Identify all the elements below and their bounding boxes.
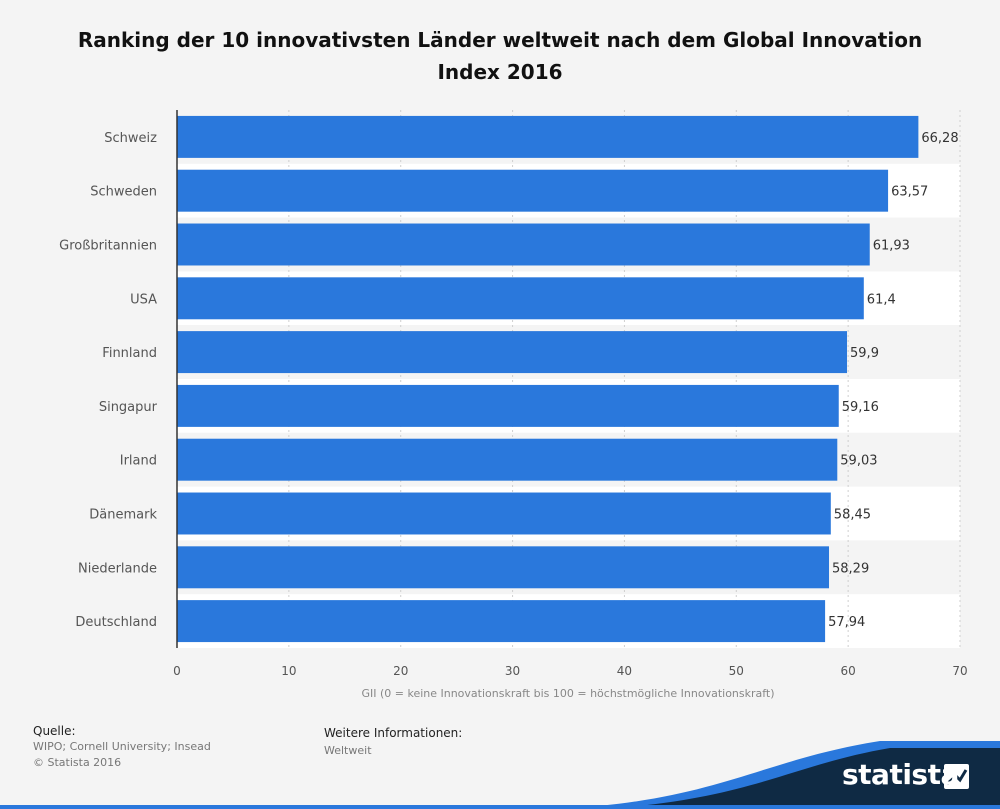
bar <box>177 438 838 481</box>
bar <box>177 492 831 535</box>
source-text: WIPO; Cornell University; Insead <box>33 740 211 753</box>
bar <box>177 600 826 643</box>
category-label: Schweden <box>90 185 157 200</box>
category-label: Deutschland <box>75 615 157 630</box>
value-label: 66,28 <box>921 131 958 146</box>
bar <box>177 223 870 266</box>
category-label: Schweiz <box>104 131 157 146</box>
value-label: 58,45 <box>834 508 871 523</box>
x-tick-label: 30 <box>505 664 520 678</box>
value-label: 57,94 <box>828 615 865 630</box>
category-label: Irland <box>120 454 157 469</box>
value-label: 61,93 <box>873 239 910 254</box>
bar <box>177 384 839 427</box>
category-labels: Schweiz Schweden Großbritannien USA Finnland… <box>59 131 158 630</box>
bar <box>177 277 864 320</box>
info-heading: Weitere Informationen: <box>324 726 463 740</box>
bottom-accent-line <box>0 805 1000 809</box>
x-axis-title: GII (0 = keine Innovationskraft bis 100 … <box>361 687 774 700</box>
x-tick-label: 40 <box>617 664 632 678</box>
bar <box>177 169 889 212</box>
value-label: 59,03 <box>840 454 877 469</box>
x-tick-labels: 0 10 20 30 40 50 60 70 <box>173 664 967 678</box>
category-label: Dänemark <box>89 508 157 523</box>
category-label: Großbritannien <box>59 239 157 254</box>
x-tick-label: 50 <box>729 664 744 678</box>
bar <box>177 115 919 158</box>
x-tick-label: 60 <box>841 664 856 678</box>
bar <box>177 546 830 589</box>
value-labels: 66,28 63,57 61,93 61,4 59,9 59,16 59,03 58,45 58… <box>828 131 959 630</box>
bars <box>177 115 919 643</box>
value-label: 58,29 <box>832 561 869 576</box>
info-text: Weltweit <box>324 744 372 757</box>
logo-wave-dark <box>600 748 1000 809</box>
bar <box>177 331 848 374</box>
x-tick-label: 20 <box>393 664 408 678</box>
category-label: Singapur <box>99 400 158 415</box>
statista-logo-icon <box>944 764 969 789</box>
x-tick-label: 70 <box>952 664 967 678</box>
value-label: 59,16 <box>842 400 879 415</box>
value-label: 59,9 <box>850 346 879 361</box>
source-heading: Quelle: <box>33 724 76 738</box>
category-label: Finnland <box>102 346 157 361</box>
x-tick-label: 10 <box>281 664 296 678</box>
chart-title: Ranking der 10 innovativsten Länder welt… <box>77 28 923 84</box>
value-label: 63,57 <box>891 185 928 200</box>
x-tick-label: 0 <box>173 664 181 678</box>
statista-logo-text: statista <box>842 758 959 791</box>
category-label: USA <box>130 292 157 307</box>
category-label: Niederlande <box>78 561 157 576</box>
copyright-text: © Statista 2016 <box>33 756 122 769</box>
value-label: 61,4 <box>867 292 896 307</box>
